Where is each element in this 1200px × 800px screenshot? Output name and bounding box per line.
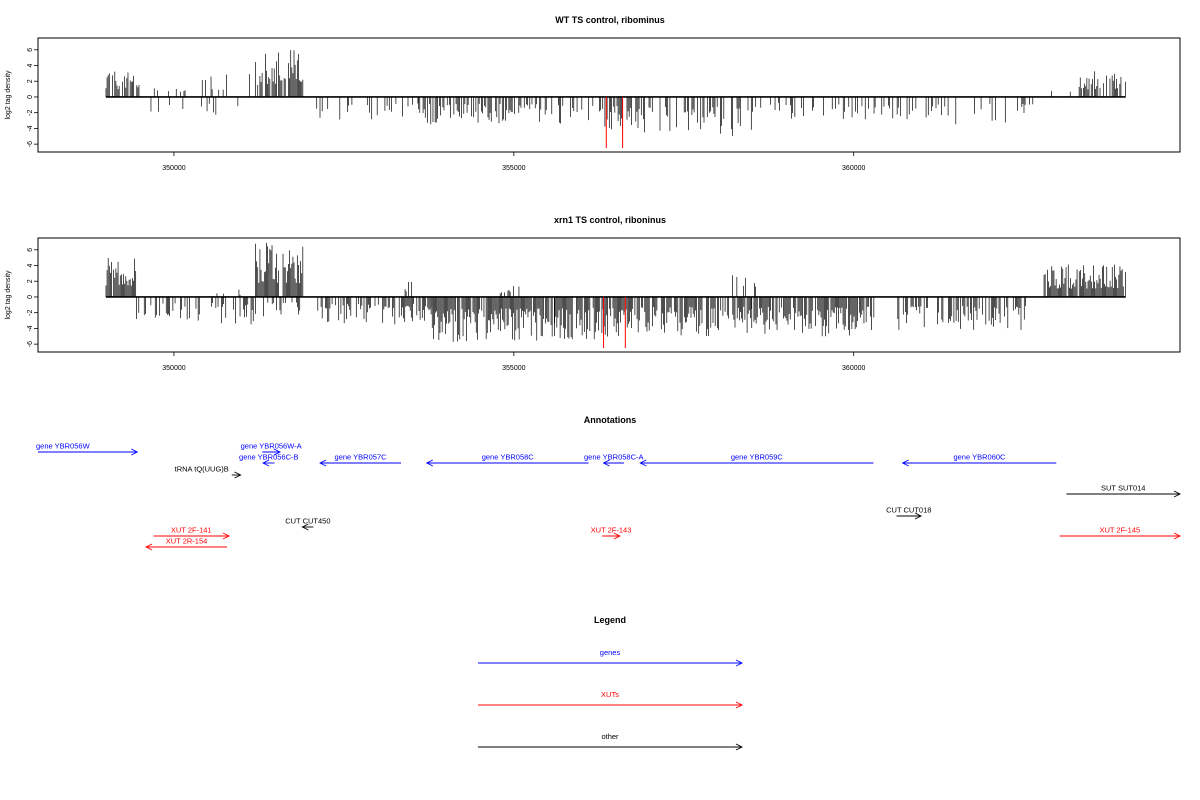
- wt-x-ticks: 350000 355000 360000: [162, 152, 865, 172]
- xrn1-plot-frame: [37, 237, 1181, 353]
- y-tick-label: 2: [27, 279, 34, 283]
- annotations-track: Annotations gene YBR056W gene YBR056W-Age…: [36, 415, 1182, 551]
- annotation-label: gene YBR056C-B: [239, 453, 298, 462]
- annotation-label: tRNA tQ(UUG)B: [175, 465, 229, 474]
- annotation-label: gene YBR060C: [953, 453, 1006, 462]
- legend: Legend genes XUTs other: [478, 615, 744, 751]
- y-tick-label: -2: [27, 309, 34, 315]
- legend-label: other: [601, 732, 619, 741]
- x-tick-label: 360000: [842, 165, 865, 172]
- y-tick-label: -6: [27, 341, 34, 347]
- annotation-label: CUT CUT018: [886, 506, 931, 515]
- wt-coverage-panel: WT TS control, ribominus log2 tag densit…: [5, 15, 1181, 172]
- wt-panel-title: WT TS control, ribominus: [555, 15, 665, 25]
- annotation-arrowhead: [602, 459, 610, 467]
- wt-coverage-bars: [105, 50, 1126, 149]
- legend-label: genes: [600, 648, 621, 657]
- y-tick-label: 2: [27, 79, 34, 83]
- annotation-features: gene YBR056W gene YBR056W-A gene YBR056C-B…: [36, 442, 1182, 551]
- y-tick-label: 4: [27, 63, 34, 67]
- annotation-arrowhead: [425, 459, 434, 467]
- annotation-arrowhead: [234, 471, 242, 479]
- x-tick-label: 355000: [502, 165, 525, 172]
- xrn1-coverage-bars: [105, 242, 1126, 349]
- annotation-label: gene YBR058C-A: [584, 453, 643, 462]
- xrn1-y-axis-label: log2 tag density: [5, 270, 12, 320]
- annotation-label: XUT 2R-154: [166, 537, 208, 546]
- legend-arrowhead: [735, 701, 744, 709]
- annotation-label: CUT CUT450: [285, 517, 330, 526]
- annotation-label: gene YBR056W: [36, 442, 91, 451]
- annotation-arrowhead: [901, 459, 909, 467]
- legend-arrowhead: [735, 659, 744, 667]
- annotation-label: XUT 2F-143: [591, 526, 632, 535]
- y-tick-label: 6: [27, 48, 34, 52]
- y-tick-label: 6: [27, 248, 34, 252]
- legend-title: Legend: [594, 615, 626, 625]
- annotation-arrowhead: [613, 532, 621, 540]
- legend-label: XUTs: [601, 690, 619, 699]
- y-tick-label: -2: [27, 109, 34, 115]
- annotation-arrowhead: [1173, 490, 1182, 498]
- xrn1-y-ticks: 6 4 2 0 -2 -4 -6: [27, 248, 38, 347]
- annotation-arrowhead: [914, 512, 923, 520]
- annotation-label: gene YBR059C: [731, 453, 784, 462]
- annotation-arrowhead: [131, 448, 139, 456]
- xrn1-coverage-panel: xrn1 TS control, riboninus log2 tag dens…: [5, 215, 1181, 372]
- x-tick-label: 350000: [162, 165, 185, 172]
- y-tick-label: 0: [27, 95, 34, 99]
- wt-y-ticks: 6 4 2 0 -2 -4 -6: [27, 48, 38, 147]
- annotation-arrowhead: [1173, 532, 1182, 540]
- annotation-arrowhead: [145, 543, 153, 551]
- x-tick-label: 360000: [842, 365, 865, 372]
- annotation-label: gene YBR058C: [482, 453, 535, 462]
- annotation-arrowhead: [273, 448, 282, 456]
- annotation-label: SUT SUT014: [1101, 484, 1145, 493]
- annotation-arrowhead: [319, 459, 327, 467]
- y-tick-label: -6: [27, 141, 34, 147]
- wt-plot-frame: [37, 37, 1181, 153]
- x-tick-label: 355000: [502, 365, 525, 372]
- xrn1-x-ticks: 350000 355000 360000: [162, 352, 865, 372]
- annotation-label: XUT 2F-141: [171, 526, 212, 535]
- annotation-label: gene YBR056W-A: [241, 442, 302, 451]
- annotation-label: gene YBR057C: [335, 453, 388, 462]
- xrn1-panel-title: xrn1 TS control, riboninus: [554, 215, 666, 225]
- annotation-arrowhead: [639, 459, 647, 467]
- y-tick-label: -4: [27, 125, 34, 131]
- legend-items: genes XUTs other: [478, 648, 744, 751]
- annotation-label: XUT 2F-145: [1099, 526, 1140, 535]
- x-tick-label: 350000: [162, 365, 185, 372]
- legend-arrowhead: [735, 743, 744, 751]
- annotation-arrowhead: [301, 523, 309, 531]
- wt-y-axis-label: log2 tag density: [5, 70, 12, 120]
- annotation-arrowhead: [222, 532, 231, 540]
- y-tick-label: 0: [27, 295, 34, 299]
- annotations-title: Annotations: [584, 415, 637, 425]
- annotation-arrowhead: [261, 459, 270, 467]
- y-tick-label: -4: [27, 325, 34, 331]
- y-tick-label: 4: [27, 263, 34, 267]
